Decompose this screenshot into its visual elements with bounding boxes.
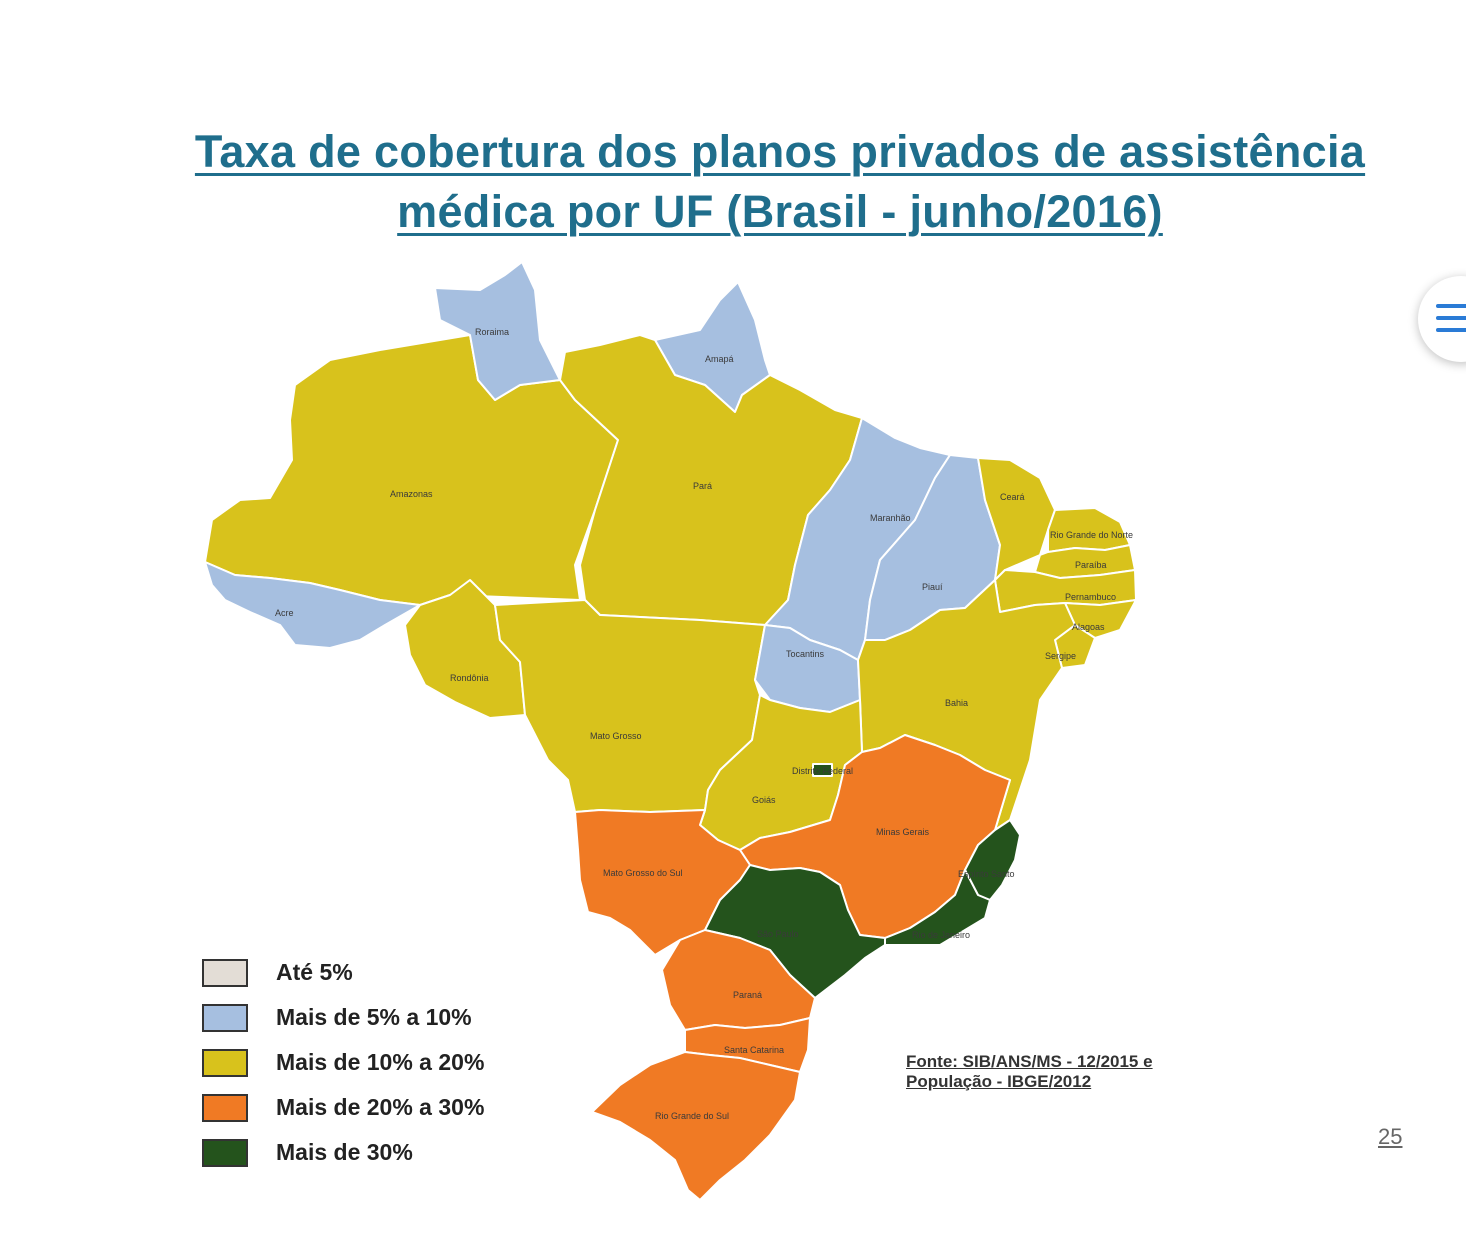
legend-label: Mais de 30% xyxy=(276,1139,413,1165)
source-line-2: População - IBGE/2012 xyxy=(906,1072,1092,1091)
label-pernambuco: Pernambuco xyxy=(1065,592,1116,602)
label-roraima: Roraima xyxy=(475,327,509,337)
label-goias: Goiás xyxy=(752,795,776,805)
label-alagoas: Alagoas xyxy=(1072,622,1105,632)
legend-label: Mais de 10% a 20% xyxy=(276,1049,485,1075)
label-mato-grosso-do-sul: Mato Grosso do Sul xyxy=(603,868,683,878)
label-bahia: Bahia xyxy=(945,698,968,708)
map-legend: Até 5% Mais de 5% a 10% Mais de 10% a 20… xyxy=(202,950,484,1175)
legend-swatch xyxy=(202,1138,248,1167)
legend-item-10-a-20: Mais de 10% a 20% xyxy=(202,1040,484,1085)
state-distrito-federal[interactable] xyxy=(812,763,833,777)
title-line-1: Taxa de cobertura dos planos privados de… xyxy=(194,126,1366,177)
label-amapa: Amapá xyxy=(705,354,734,364)
title-line-2: médica por UF (Brasil - junho/2016) xyxy=(397,186,1163,237)
state-espirito-santo[interactable] xyxy=(964,819,1021,901)
legend-item-5-a-10: Mais de 5% a 10% xyxy=(202,995,484,1040)
label-distrito-federal: Distrito Federal xyxy=(792,766,853,776)
legend-item-mais-30: Mais de 30% xyxy=(202,1130,484,1175)
label-rondonia: Rondônia xyxy=(450,673,489,683)
label-minas-gerais: Minas Gerais xyxy=(876,827,930,837)
label-piaui: Piauí xyxy=(922,582,943,592)
label-espirito-santo: Espírito Santo xyxy=(958,869,1015,879)
legend-label: Até 5% xyxy=(276,959,353,985)
label-para: Pará xyxy=(693,481,712,491)
legend-item-ate-5: Até 5% xyxy=(202,950,484,995)
label-acre: Acre xyxy=(275,608,294,618)
state-acre[interactable] xyxy=(204,561,421,649)
state-rio-de-janeiro[interactable] xyxy=(884,869,991,946)
legend-label: Mais de 20% a 30% xyxy=(276,1094,485,1120)
label-paraiba: Paraíba xyxy=(1075,560,1107,570)
legend-swatch xyxy=(202,1093,248,1122)
page-number: 25 xyxy=(1378,1124,1403,1149)
legend-item-20-a-30: Mais de 20% a 30% xyxy=(202,1085,484,1130)
label-maranhao: Maranhão xyxy=(870,513,911,523)
label-rio-grande-do-sul: Rio Grande do Sul xyxy=(655,1111,729,1121)
label-rio-de-janeiro: Rio de Janeiro xyxy=(912,930,970,940)
label-tocantins: Tocantins xyxy=(786,649,825,659)
label-sao-paulo: São Paulo xyxy=(757,929,799,939)
label-sergipe: Sergipe xyxy=(1045,651,1076,661)
label-parana: Paraná xyxy=(733,990,762,1000)
label-ceara: Ceará xyxy=(1000,492,1025,502)
state-rio-grande-do-sul[interactable] xyxy=(591,1051,801,1201)
legend-swatch xyxy=(202,958,248,987)
legend-label: Mais de 5% a 10% xyxy=(276,1004,472,1030)
label-santa-catarina: Santa Catarina xyxy=(724,1045,784,1055)
page-title: Taxa de cobertura dos planos privados de… xyxy=(120,122,1440,242)
legend-swatch xyxy=(202,1003,248,1032)
label-amazonas: Amazonas xyxy=(390,489,433,499)
source-line-1: Fonte: SIB/ANS/MS - 12/2015 e xyxy=(906,1052,1153,1071)
label-rio-grande-do-norte: Rio Grande do Norte xyxy=(1050,530,1133,540)
label-mato-grosso: Mato Grosso xyxy=(590,731,642,741)
source-note: Fonte: SIB/ANS/MS - 12/2015 e População … xyxy=(906,1052,1153,1092)
legend-swatch xyxy=(202,1048,248,1077)
